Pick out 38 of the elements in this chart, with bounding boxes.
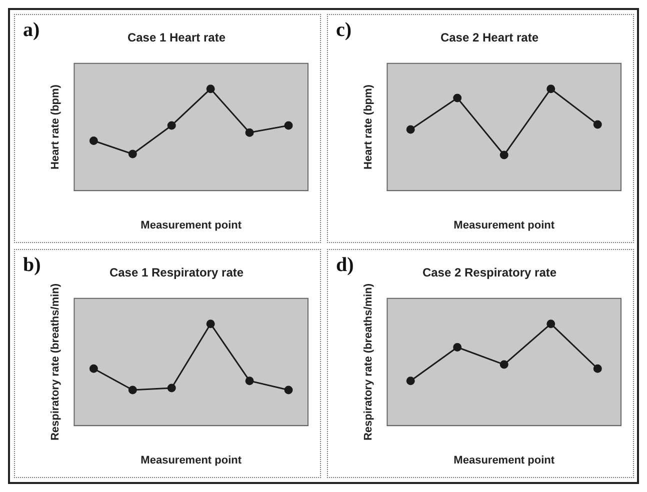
- point: [128, 386, 137, 394]
- point: [245, 376, 254, 386]
- y-axis-title: Respiratory rate (breaths/min): [50, 283, 62, 441]
- x-axis-title: Measurement point: [454, 454, 555, 466]
- text: a): [23, 19, 40, 42]
- point: [167, 384, 176, 392]
- point: [206, 84, 215, 94]
- chart-title: Case 1 Heart rate: [127, 30, 226, 45]
- text: d): [336, 254, 354, 276]
- point: [546, 84, 556, 94]
- point: [593, 120, 602, 129]
- text: b): [23, 254, 41, 276]
- point: [406, 376, 415, 386]
- y-axis-title: Heart rate (bpm): [50, 84, 62, 170]
- chart-title: Case 2 Respiratory rate: [422, 266, 557, 280]
- point: [284, 121, 293, 130]
- x-axis-title: Measurement point: [140, 219, 242, 232]
- point: [453, 343, 462, 352]
- point: [284, 386, 293, 394]
- y-axis-title: Respiratory rate (breaths/min): [362, 283, 375, 441]
- point: [500, 150, 508, 160]
- y-axis-title: Heart rate (bpm): [362, 84, 375, 170]
- point: [500, 360, 508, 369]
- x-axis-title: Measurement point: [454, 219, 555, 232]
- point: [546, 320, 556, 328]
- chart-title: Case 2 Heart rate: [440, 30, 539, 45]
- point: [89, 364, 98, 373]
- point: [406, 125, 415, 134]
- point: [167, 121, 176, 130]
- chart-title: Case 1 Respiratory rate: [109, 266, 244, 280]
- text: c): [336, 19, 352, 42]
- x-axis-title: Measurement point: [140, 454, 242, 466]
- point: [453, 94, 462, 102]
- point: [245, 128, 254, 137]
- point: [593, 364, 602, 373]
- point: [128, 150, 137, 158]
- point: [206, 320, 215, 328]
- point: [89, 136, 98, 145]
